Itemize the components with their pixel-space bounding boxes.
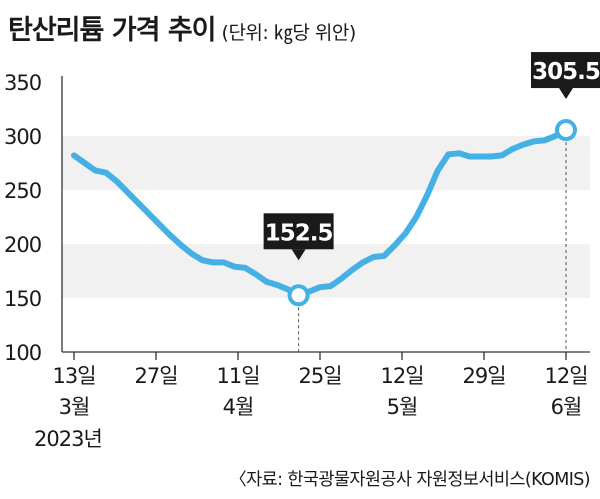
x-tick-day: 12일 <box>544 364 587 388</box>
x-tick-day: 13일 <box>52 364 95 388</box>
y-tick-label: 300 <box>4 125 41 149</box>
annotation-box <box>263 213 334 250</box>
annotation-marker <box>555 119 577 142</box>
x-tick-month: 4월 <box>223 395 254 419</box>
y-tick-label: 100 <box>4 341 41 365</box>
x-tick-year: 2023년 <box>34 427 102 451</box>
y-tick-label: 200 <box>4 233 41 257</box>
chart-header: 탄산리튬 가격 추이 (단위: ㎏당 위안) <box>8 8 356 47</box>
x-tick-day: 29일 <box>462 364 505 388</box>
annotation-marker <box>287 284 310 307</box>
x-tick-month: 5월 <box>387 395 418 419</box>
source-note: 〈자료: 한국광물자원공사 자원정보서비스(KOMIS) <box>229 470 590 490</box>
unit-label: (단위: ㎏당 위안) <box>221 22 357 44</box>
y-tick-label: 150 <box>4 287 41 311</box>
grid-band <box>62 244 590 298</box>
series-line <box>71 127 569 299</box>
annotation-label: 305.5 <box>532 59 600 85</box>
grid-band <box>62 136 590 190</box>
y-tick-label: 250 <box>4 179 41 203</box>
annotation-pointer <box>291 249 306 261</box>
chart-title: 탄산리튬 가격 추이 <box>8 15 217 46</box>
annotation-pointer <box>559 88 573 100</box>
x-tick-day: 11일 <box>216 364 259 388</box>
x-tick-day: 25일 <box>298 364 341 388</box>
x-tick-month: 3월 <box>59 395 90 419</box>
annotation-box <box>531 52 600 89</box>
x-tick-month: 6월 <box>551 395 582 419</box>
y-tick-label: 350 <box>4 71 41 95</box>
x-tick-day: 12일 <box>380 364 423 388</box>
annotation-label: 152.5 <box>265 220 333 246</box>
x-tick-day: 27일 <box>134 364 177 388</box>
